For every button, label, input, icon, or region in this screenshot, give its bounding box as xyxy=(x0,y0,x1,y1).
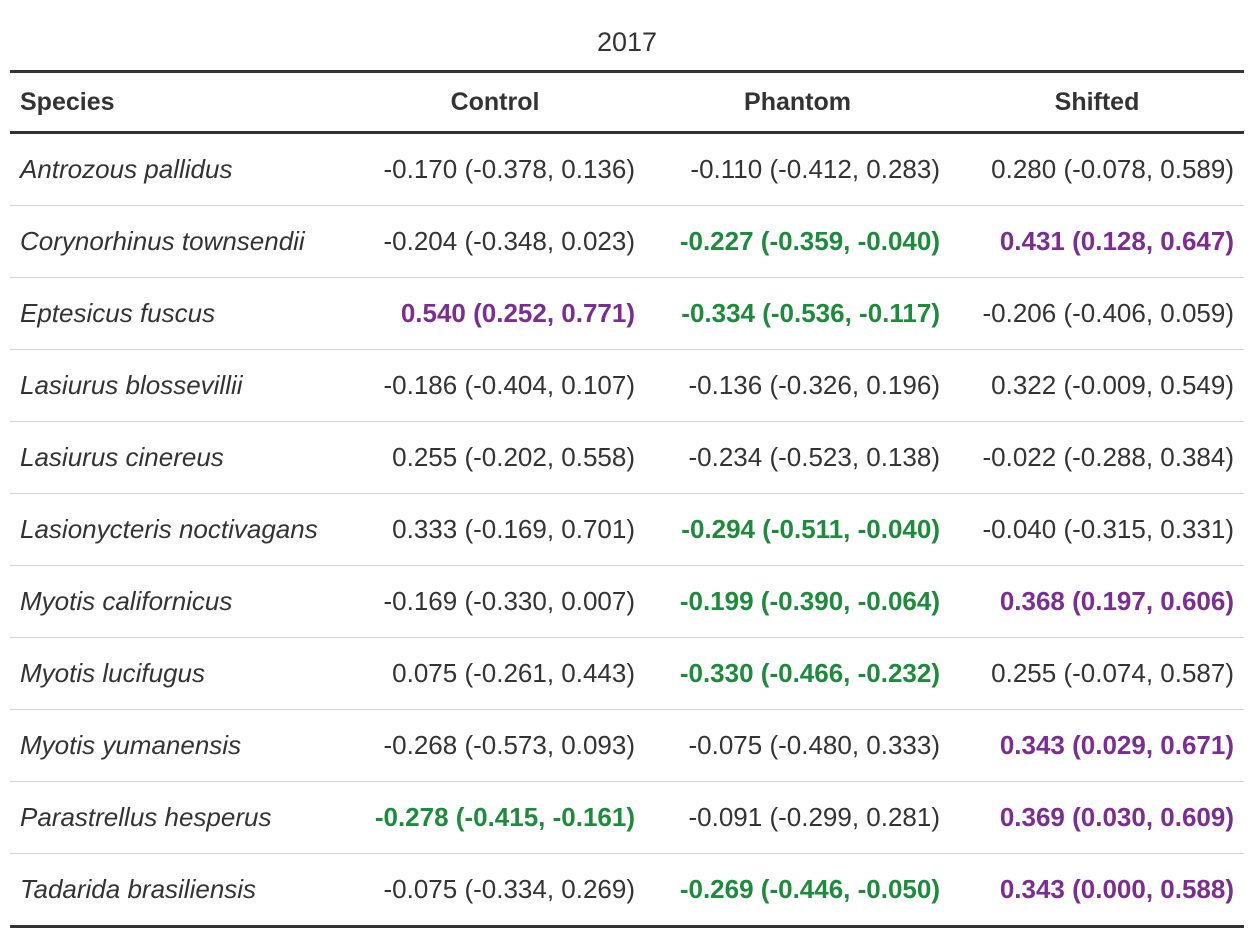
estimate-cell: -0.278 (-0.415, -0.161) xyxy=(345,781,645,854)
estimate-cell: -0.330 (-0.466, -0.232) xyxy=(645,637,950,710)
estimate-cell: 0.431 (0.128, 0.647) xyxy=(950,205,1244,278)
estimate-cell: -0.136 (-0.326, 0.196) xyxy=(645,349,950,422)
estimate-cell: -0.334 (-0.536, -0.117) xyxy=(645,277,950,350)
estimate-cell: -0.022 (-0.288, 0.384) xyxy=(950,421,1244,494)
species-cell: Lasiurus blossevillii xyxy=(10,349,345,422)
estimate-cell: -0.170 (-0.378, 0.136) xyxy=(383,154,636,184)
species-cell: Myotis yumanensis xyxy=(10,709,345,782)
estimate-cell: 0.343 (0.000, 0.588) xyxy=(950,853,1244,927)
table-row: Lasionycteris noctivagans 0.333 (-0.169, … xyxy=(10,493,1244,566)
estimate-cell: -0.268 (-0.573, 0.093) xyxy=(345,709,645,782)
column-header: Phantom xyxy=(645,71,950,134)
species-cell: Eptesicus fuscus xyxy=(10,277,345,350)
estimate-cell: 0.540 (0.252, 0.771) xyxy=(345,277,645,350)
table-row: Antrozous pallidus -0.170 (-0.378, 0.136)… xyxy=(10,133,1244,206)
table-row: Myotis lucifugus 0.075 (-0.261, 0.443) -0.… xyxy=(10,637,1244,710)
column-header: Species xyxy=(10,71,345,134)
estimate-cell: 0.255 (-0.074, 0.587) xyxy=(950,637,1244,710)
estimate-cell: -0.269 (-0.446, -0.050) xyxy=(645,853,950,927)
estimate-cell: 0.075 (-0.261, 0.443) xyxy=(345,637,645,710)
estimate-cell: -0.234 (-0.523, 0.138) xyxy=(645,421,950,494)
table-row: Tadarida brasiliensis -0.075 (-0.334, 0.2… xyxy=(10,853,1244,927)
estimate-cell: -0.169 (-0.330, 0.007) xyxy=(345,565,645,638)
estimate-cell: -0.075 (-0.334, 0.269) xyxy=(345,853,645,927)
species-cell: Corynorhinus townsendii xyxy=(10,205,345,278)
column-header: Shifted xyxy=(950,71,1244,134)
estimate-cell: -0.186 (-0.404, 0.107) xyxy=(345,349,645,422)
column-header: Control xyxy=(345,71,645,134)
estimate-cell: 0.333 (-0.169, 0.701) xyxy=(345,493,645,566)
species-cell: Myotis lucifugus xyxy=(10,637,345,710)
estimate-cell: -0.227 (-0.359, -0.040) xyxy=(645,205,950,278)
table-row: Myotis californicus -0.169 (-0.330, 0.007… xyxy=(10,565,1244,638)
estimate-cell: -0.294 (-0.511, -0.040) xyxy=(645,493,950,566)
species-cell: Tadarida brasiliensis xyxy=(10,853,345,927)
species-cell: Myotis californicus xyxy=(10,565,345,638)
table-row: Lasiurus blossevillii -0.186 (-0.404, 0.1… xyxy=(10,349,1244,422)
estimate-cell: 0.255 (-0.202, 0.558) xyxy=(345,421,645,494)
table-header: Species Control Phantom Shifted xyxy=(10,71,1244,134)
estimate-cell: -0.040 (-0.315, 0.331) xyxy=(950,493,1244,566)
estimate-cell: 0.369 (0.030, 0.609) xyxy=(950,781,1244,854)
estimate-cell: -0.206 (-0.406, 0.059) xyxy=(950,277,1244,350)
estimate-cell: -0.110 (-0.412, 0.283) xyxy=(690,154,940,184)
species-cell: Lasiurus cinereus xyxy=(10,421,345,494)
estimate-cell: 0.322 (-0.009, 0.549) xyxy=(950,349,1244,422)
estimate-cell: -0.075 (-0.480, 0.333) xyxy=(645,709,950,782)
header-row: Species Control Phantom Shifted xyxy=(10,71,1244,134)
table-wrapper: 2017 Species Control Phantom Shifted Antroz… xyxy=(10,0,1244,928)
estimate-cell: 0.368 (0.197, 0.606) xyxy=(950,565,1244,638)
estimate-cell: -0.091 (-0.299, 0.281) xyxy=(645,781,950,854)
estimate-cell: -0.199 (-0.390, -0.064) xyxy=(645,565,950,638)
species-cell: Antrozous pallidus xyxy=(20,154,233,184)
table-row: Parastrellus hesperus -0.278 (-0.415, -0.… xyxy=(10,781,1244,854)
species-cell: Lasionycteris noctivagans xyxy=(10,493,345,566)
table-row: Corynorhinus townsendii -0.204 (-0.348, 0… xyxy=(10,205,1244,278)
table-row: Lasiurus cinereus 0.255 (-0.202, 0.558) -0… xyxy=(10,421,1244,494)
estimate-cell: 0.343 (0.029, 0.671) xyxy=(950,709,1244,782)
results-table: Species Control Phantom Shifted Antrozous p… xyxy=(10,70,1244,928)
table-row: Myotis yumanensis -0.268 (-0.573, 0.093) -… xyxy=(10,709,1244,782)
table-title: 2017 xyxy=(596,27,658,57)
species-cell: Parastrellus hesperus xyxy=(10,781,345,854)
table-row: Eptesicus fuscus 0.540 (0.252, 0.771) -0.3… xyxy=(10,277,1244,350)
estimate-cell: -0.204 (-0.348, 0.023) xyxy=(345,205,645,278)
table-body: Antrozous pallidus -0.170 (-0.378, 0.136)… xyxy=(10,133,1244,927)
estimate-cell: 0.280 (-0.078, 0.589) xyxy=(991,154,1234,184)
